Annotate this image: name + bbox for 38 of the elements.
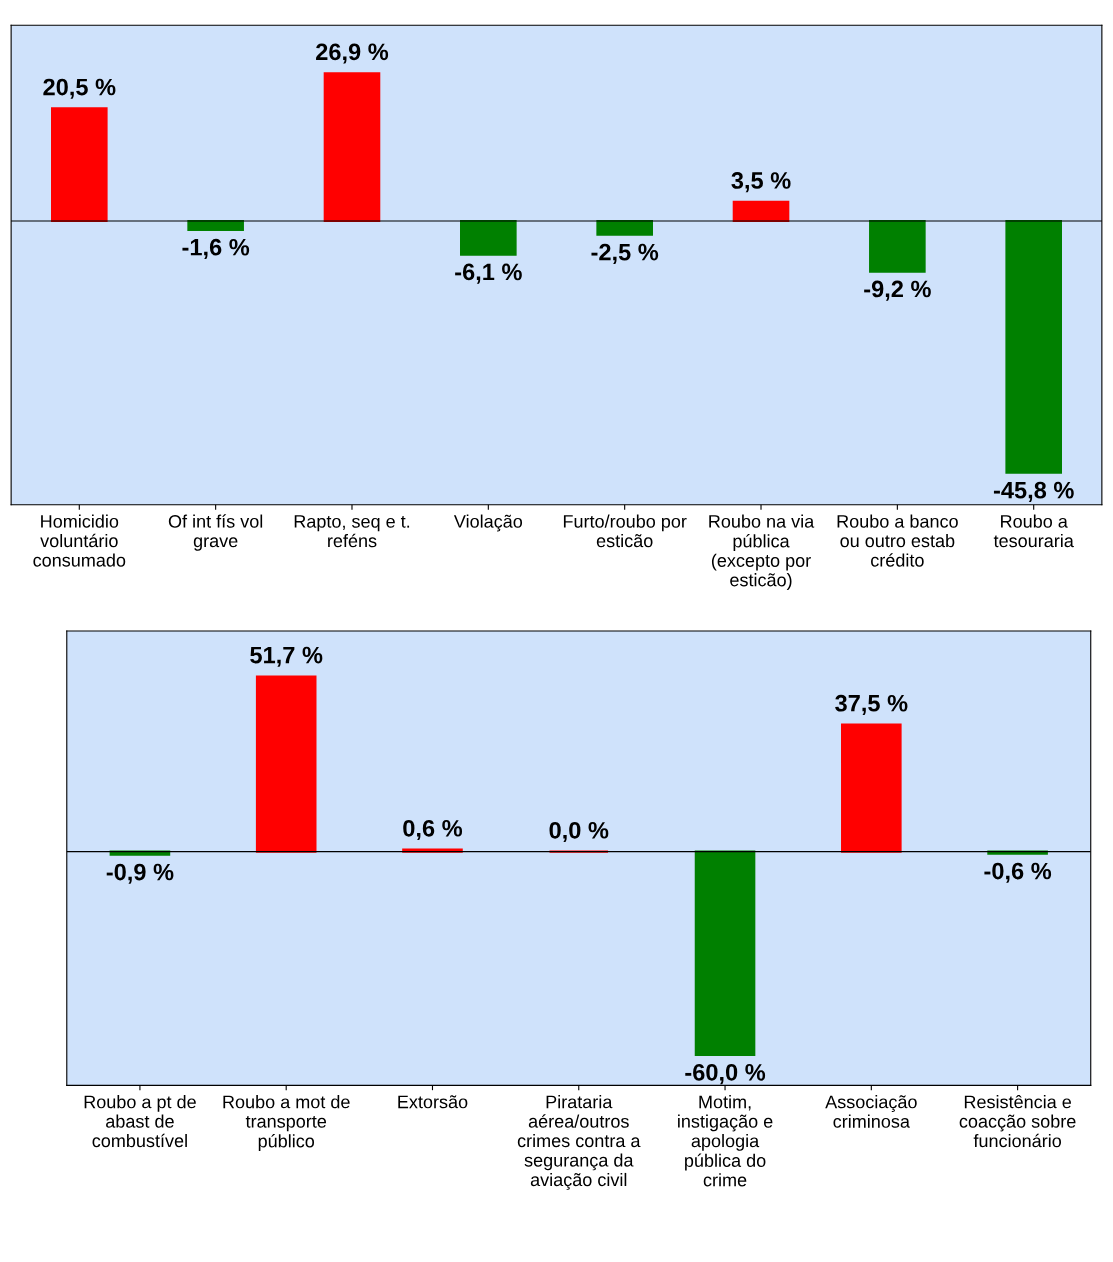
data-label: 51,7 %	[250, 646, 323, 667]
data-label: 3,5 %	[731, 172, 791, 193]
bar	[1005, 220, 1063, 474]
data-label: -0,6 %	[984, 862, 1052, 883]
x-tick-label: Homicidio voluntário consumado	[33, 514, 126, 567]
data-label: -2,5 %	[591, 243, 659, 264]
x-tick-label: Associação criminosa	[825, 1095, 917, 1128]
x-tick-label: Pirataria aérea/outros crimes contra a segurança da aviação civil	[517, 1095, 641, 1190]
x-tick-label: Of int fís vol grave	[168, 514, 263, 551]
x-tick-label: Roubo a banco ou outro estab crédito	[837, 514, 958, 567]
x-tick-label: Roubo na via pública (excepto por esticão)	[709, 514, 815, 590]
data-label: 0,0 %	[549, 821, 609, 843]
bar	[50, 107, 108, 223]
x-tick-label: Rapto, seq e t. reféns	[294, 515, 410, 548]
data-label: -0,9 %	[106, 863, 174, 884]
bar	[460, 220, 517, 256]
x-tick-label: Furto/roubo por esticão	[563, 514, 687, 548]
bar	[255, 675, 317, 853]
x-tick-label: Resistência e coacção sobre funcionário	[959, 1094, 1076, 1148]
data-label: 37,5 %	[835, 694, 908, 715]
x-tick-label: Roubo a tesouraria	[993, 514, 1074, 548]
data-label: 0,6 %	[403, 819, 463, 841]
bar	[694, 850, 756, 1057]
x-tick-label: Roubo a pt de abast de combustível	[84, 1095, 196, 1148]
bar	[869, 220, 926, 273]
x-tick-label: Violação	[453, 514, 523, 532]
x-tick-label: Motim, instigação e apologia pública do crime	[678, 1095, 773, 1187]
bar	[841, 723, 902, 853]
data-label: -9,2 %	[864, 280, 931, 301]
data-label: 20,5 %	[43, 78, 116, 99]
data-label: 26,9 %	[316, 43, 389, 64]
x-tick-label: Extorsão	[398, 1095, 468, 1109]
bar	[323, 72, 381, 223]
data-label: -1,6 %	[182, 238, 250, 259]
data-label: -45,8 %	[993, 481, 1074, 502]
data-label: -60,0 %	[685, 1063, 766, 1085]
data-label: -6,1 %	[455, 263, 522, 284]
x-tick-label: Roubo a mot de transporte público	[223, 1095, 350, 1152]
